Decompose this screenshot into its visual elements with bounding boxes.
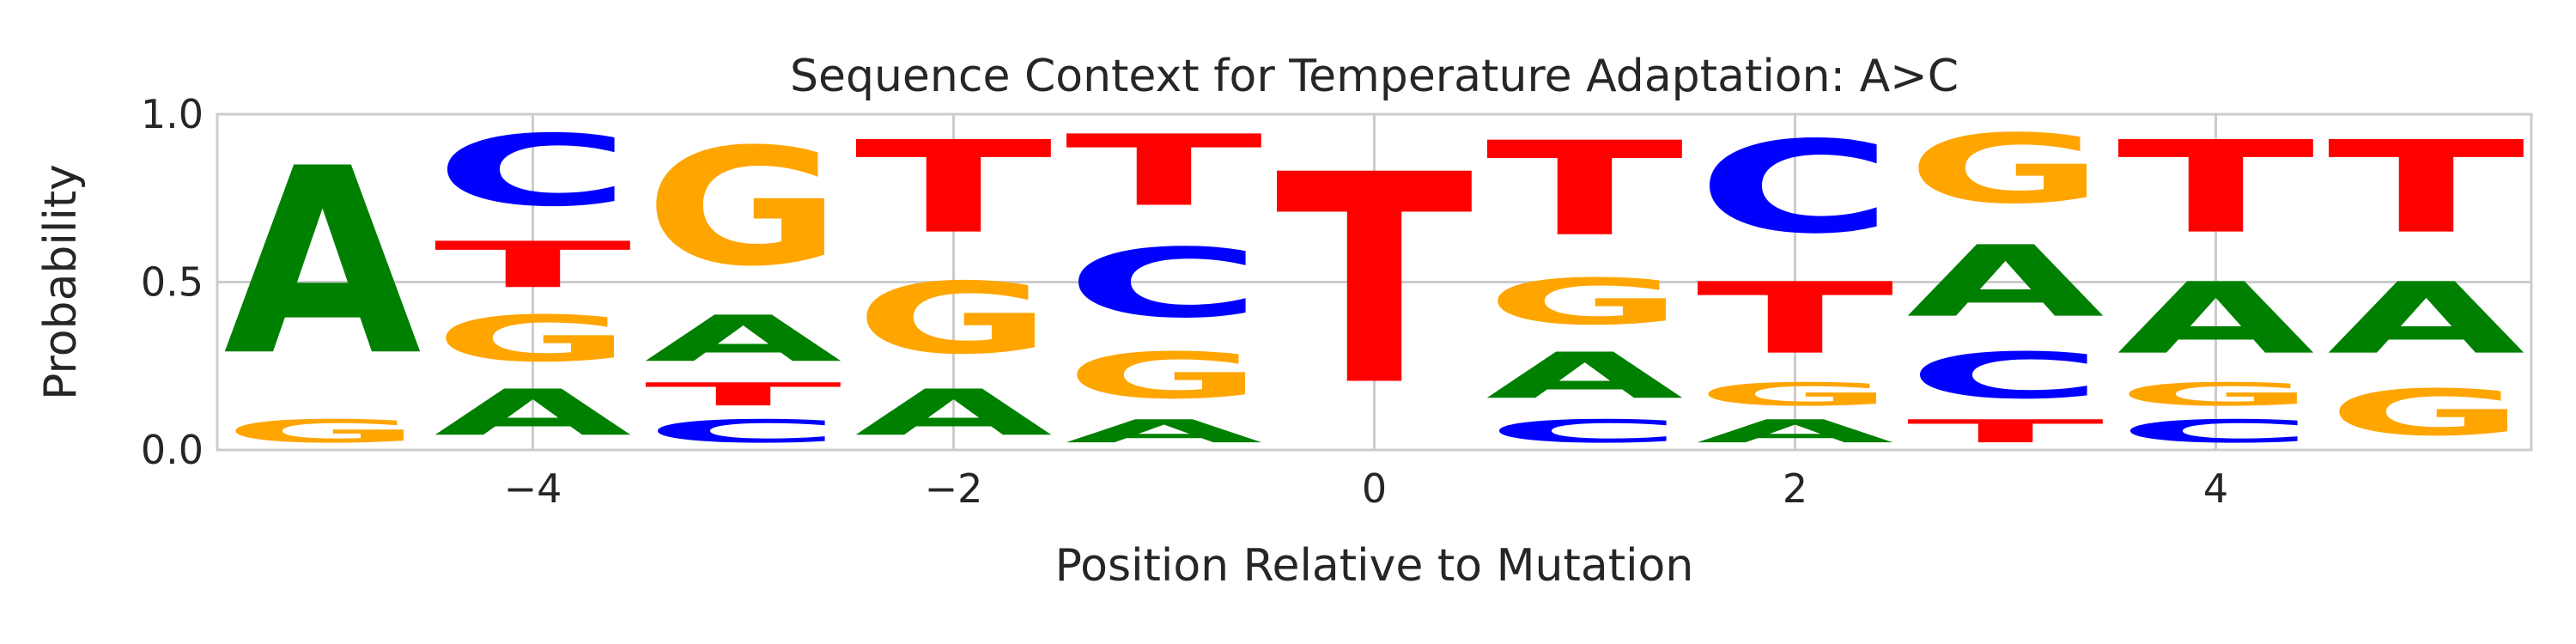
logo-letter-g: G [1065, 339, 1262, 413]
logo-letter-a: A [434, 376, 631, 450]
logo-letter-c: C [1696, 113, 1893, 261]
chart-title: Sequence Context for Temperature Adaptat… [790, 51, 1959, 102]
y-axis-label: Probability [35, 164, 87, 400]
logo-letter-c: C [434, 114, 631, 228]
logo-letter-a: A [644, 302, 841, 376]
logo-letter-t: T [1906, 413, 2104, 450]
logo-letter-t: T [854, 114, 1054, 262]
logo-letter-a: A [2327, 262, 2524, 376]
logo-letter-a: A [2117, 262, 2314, 376]
logo-letter-t: T [2117, 114, 2316, 262]
y-tick-label: 0.5 [141, 259, 204, 306]
plot-frame [216, 112, 2533, 452]
logo-letter-a: A [1696, 413, 1893, 450]
logo-letter-g: G [434, 302, 631, 376]
logo-letter-t: T [1275, 114, 1474, 449]
logo-letter-g: G [1485, 265, 1683, 339]
logo-letter-a: A [1485, 339, 1683, 413]
logo-letter-a: A [223, 114, 422, 413]
logo-letter-c: C [1906, 339, 2104, 413]
logo-letter-t: T [434, 228, 631, 302]
logo-letter-t: T [1485, 113, 1685, 264]
x-axis-label: Position Relative to Mutation [1055, 540, 1694, 592]
logo-letter-c: C [644, 413, 841, 450]
logo-letter-g: G [223, 413, 421, 450]
x-tick-label: 2 [1783, 465, 1807, 512]
logo-letter-g: G [1906, 114, 2104, 225]
x-tick-label: 4 [2203, 465, 2228, 512]
logo-letter-c: C [1485, 413, 1683, 450]
logo-letter-g: G [854, 262, 1052, 376]
logo-letter-a: A [854, 376, 1052, 450]
y-tick-label: 0.0 [141, 427, 204, 473]
logo-letter-a: A [1906, 225, 2104, 339]
logo-letter-c: C [2117, 413, 2314, 450]
logo-letter-t: T [1065, 114, 1262, 228]
y-tick-label: 1.0 [141, 91, 204, 137]
logo-letter-t: T [644, 376, 841, 413]
x-tick-label: 0 [1362, 465, 1387, 512]
logo-letter-g: G [644, 114, 841, 302]
logo-letter-g: G [2117, 376, 2314, 413]
logo-letter-g: G [1696, 376, 1893, 413]
x-tick-label: −2 [925, 465, 983, 512]
logo-letter-c: C [1065, 228, 1262, 338]
x-tick-label: −4 [504, 465, 562, 512]
logo-letter-g: G [2327, 376, 2524, 450]
logo-letter-a: A [1065, 413, 1262, 450]
tick-labels: −4 −2 0 2 4 0.0 0.5 1.0 [141, 91, 2228, 512]
logo-letter-t: T [2327, 114, 2526, 262]
logo-letter-t: T [1696, 262, 1893, 376]
